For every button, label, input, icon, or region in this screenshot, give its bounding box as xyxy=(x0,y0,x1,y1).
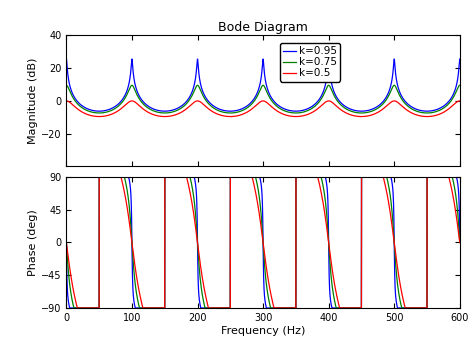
k=0.75 xyxy=(250,101,255,105)
k=0.75 xyxy=(431,110,437,114)
k=0.95 xyxy=(293,109,299,113)
k=0.75 xyxy=(457,83,463,87)
Legend: k=0.95, k=0.75, k=0.5: k=0.95, k=0.75, k=0.5 xyxy=(280,43,340,81)
Title: Bode Diagram: Bode Diagram xyxy=(218,21,308,34)
k=0.5 xyxy=(457,99,463,103)
Y-axis label: Phase (deg): Phase (deg) xyxy=(28,209,38,276)
k=0.5 xyxy=(431,114,437,118)
k=0.95 xyxy=(162,109,167,113)
k=0.95 xyxy=(345,106,351,110)
Line: k=0.95: k=0.95 xyxy=(66,59,460,111)
Line: k=0.75: k=0.75 xyxy=(66,85,460,113)
k=0.75 xyxy=(301,110,307,114)
k=0.95 xyxy=(64,57,69,61)
Y-axis label: Magnitude (dB): Magnitude (dB) xyxy=(28,58,38,144)
k=0.5 xyxy=(316,105,322,110)
k=0.75 xyxy=(316,100,322,104)
k=0.5 xyxy=(64,99,69,103)
Line: k=0.5: k=0.5 xyxy=(66,101,460,116)
k=0.75 xyxy=(162,111,167,115)
k=0.5 xyxy=(162,114,167,119)
k=0.75 xyxy=(64,83,69,87)
k=0.75 xyxy=(345,108,351,112)
k=0.95 xyxy=(457,57,463,61)
k=0.5 xyxy=(293,114,299,119)
k=0.95 xyxy=(316,98,322,102)
k=0.5 xyxy=(250,107,255,111)
k=0.95 xyxy=(431,108,437,112)
X-axis label: Frequency (Hz): Frequency (Hz) xyxy=(221,326,305,336)
k=0.5 xyxy=(301,113,307,118)
k=0.95 xyxy=(301,108,307,112)
k=0.95 xyxy=(250,99,255,103)
k=0.75 xyxy=(293,111,299,115)
k=0.5 xyxy=(345,112,351,116)
